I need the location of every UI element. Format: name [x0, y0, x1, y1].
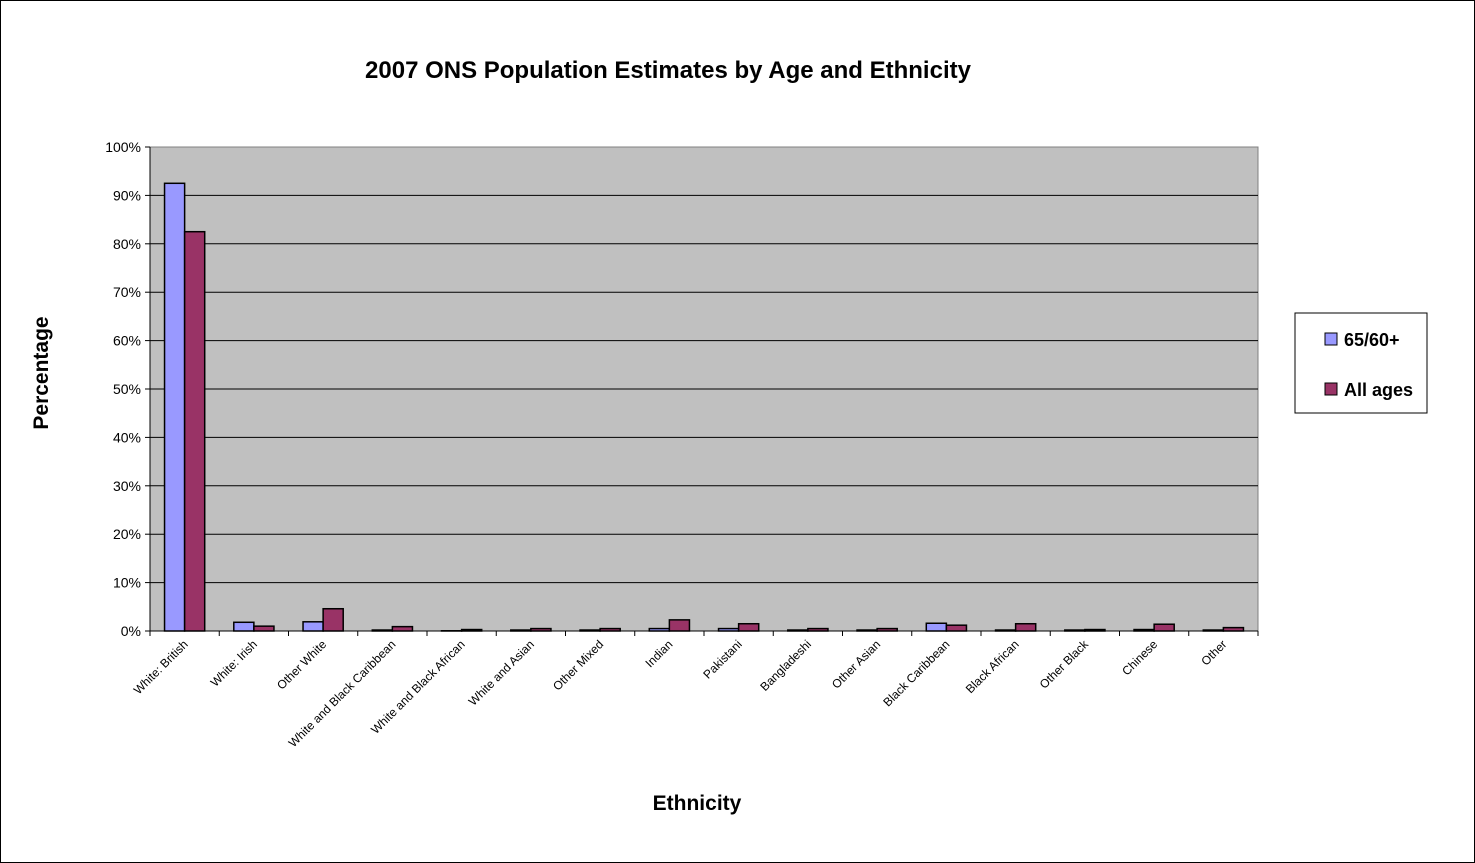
y-tick-label: 70% — [113, 284, 141, 300]
y-tick-label: 50% — [113, 381, 141, 397]
x-tick-label: Indian — [642, 637, 675, 670]
bar — [253, 625, 275, 632]
x-tick-label: Black Caribbean — [880, 637, 952, 709]
bar — [737, 622, 760, 632]
legend: 65/60+ All ages — [1294, 312, 1428, 414]
x-tick-label: Chinese — [1119, 637, 1160, 678]
legend-label-all-ages: All ages — [1344, 380, 1413, 400]
legend-label-65-60: 65/60+ — [1344, 330, 1400, 350]
bar — [1014, 622, 1037, 632]
chart-title: 2007 ONS Population Estimates by Age and… — [365, 57, 972, 84]
bar — [1222, 626, 1245, 632]
bar — [668, 619, 691, 632]
bar — [163, 182, 186, 632]
x-tick-label: Other — [1198, 637, 1229, 668]
y-tick-label: 40% — [113, 429, 141, 445]
bar — [302, 621, 324, 632]
x-tick-label: White and Asian — [466, 637, 537, 708]
x-axis-title: Ethnicity — [653, 792, 742, 815]
y-tick-label: 80% — [113, 236, 141, 252]
bar — [183, 230, 206, 632]
x-tick-label: White: British — [131, 637, 191, 697]
legend-box — [1294, 312, 1428, 414]
y-tick-label: 0% — [121, 623, 141, 639]
x-tick-label: Other Black — [1037, 637, 1092, 692]
legend-swatch-65-60 — [1324, 332, 1338, 346]
x-tick-label: Other Asian — [829, 637, 883, 691]
bar — [391, 625, 414, 632]
bar — [322, 607, 344, 632]
bar — [233, 621, 255, 632]
x-tick-label: Other White — [274, 637, 329, 692]
y-tick-label: 10% — [113, 575, 141, 591]
x-tick-label: Black African — [963, 637, 1022, 696]
x-tick-label: White: Irish — [208, 637, 260, 689]
bars — [163, 182, 1245, 632]
axes — [145, 146, 1259, 636]
bar — [945, 624, 968, 632]
y-tick-label: 20% — [113, 526, 141, 542]
bar — [1153, 623, 1175, 632]
gridlines — [150, 194, 1258, 584]
x-tick-label: Other Mixed — [550, 637, 606, 693]
x-tick-label: Pakistani — [700, 637, 744, 681]
bar — [925, 622, 948, 632]
legend-swatch-all-ages — [1324, 382, 1338, 396]
y-tick-label: 30% — [113, 478, 141, 494]
y-axis-title: Percentage — [30, 316, 53, 429]
x-tick-label: Bangladeshi — [757, 637, 814, 694]
y-tick-labels: 0% 10% 20% 30% 40% 50% 60% 70% 80% 90% 100% — [105, 139, 141, 639]
x-tick-labels: White: British White: Irish Other White Whi… — [131, 637, 1230, 750]
y-tick-label: 90% — [113, 187, 141, 203]
y-tick-label: 60% — [113, 333, 141, 349]
y-tick-label: 100% — [105, 139, 141, 155]
